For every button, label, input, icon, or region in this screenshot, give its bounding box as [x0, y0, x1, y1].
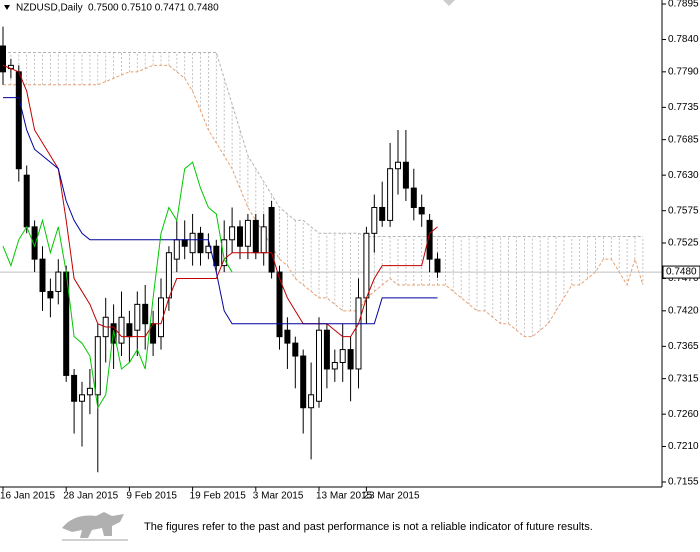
- candle-body: [71, 374, 78, 402]
- candle-body: [387, 168, 394, 221]
- candle-body: [173, 239, 180, 260]
- y-tick-label: 0.7790: [668, 66, 699, 77]
- candle-body: [23, 174, 30, 228]
- candle-body: [434, 258, 441, 273]
- candle-body: [347, 349, 354, 370]
- candle-body: [268, 206, 275, 273]
- candle-body: [189, 232, 196, 254]
- candle-body: [237, 226, 243, 247]
- candle-body: [323, 329, 330, 370]
- indicator-line: [2, 161, 233, 410]
- candle-body: [165, 252, 172, 299]
- symbol-menu-icon: [4, 5, 10, 10]
- y-tick-label: 0.7895: [668, 0, 699, 10]
- candle-body: [379, 206, 386, 221]
- candle-body: [181, 239, 188, 247]
- y-tick-label: 0.7260: [668, 409, 699, 420]
- y-tick-label: 0.7525: [668, 238, 699, 249]
- plot-area: [0, 26, 662, 473]
- y-tick-label: 0.7685: [668, 134, 699, 145]
- y-tick-label: 0.7365: [668, 341, 699, 352]
- candle-body: [142, 303, 149, 325]
- ohlc-label: 0.7500 0.7510 0.7471 0.7480: [88, 3, 219, 14]
- current-price-label: 0.7480: [666, 267, 697, 278]
- x-tick-label: 13 Mar 2015: [316, 491, 373, 502]
- x-tick-label: 9 Feb 2015: [126, 491, 177, 502]
- candle-body: [158, 297, 164, 338]
- shift-marker: [443, 0, 455, 6]
- y-tick-label: 0.7630: [668, 170, 699, 181]
- y-tick-label: 0.7210: [668, 441, 699, 452]
- cloud-span: [3, 64, 644, 338]
- logo: [62, 512, 128, 541]
- y-tick-label: 0.7155: [668, 477, 699, 488]
- candle-body: [426, 219, 433, 260]
- indicator-line: [3, 97, 438, 325]
- candle-body: [418, 206, 425, 215]
- candle-body: [316, 329, 322, 402]
- candle-body: [118, 316, 125, 344]
- x-tick-label: 19 Feb 2015: [190, 491, 247, 502]
- candle-body: [284, 329, 291, 344]
- y-tick-label: 0.7735: [668, 102, 699, 113]
- x-tick-label: 16 Jan 2015: [0, 491, 55, 502]
- disclaimer: The figures refer to the past and past p…: [144, 521, 593, 533]
- candle-body: [39, 258, 46, 292]
- current-price-box: [662, 265, 700, 279]
- candle-body: [276, 271, 283, 338]
- x-tick-label: 23 Mar 2015: [363, 491, 420, 502]
- cloud-span: [3, 51, 643, 238]
- candle-body: [213, 245, 220, 267]
- candle-body: [31, 226, 38, 260]
- candle-body: [339, 349, 346, 364]
- candle-body: [86, 387, 93, 396]
- candle-body: [395, 161, 401, 170]
- y-tick-label: 0.7840: [668, 34, 699, 45]
- y-tick-label: 0.7470: [668, 273, 699, 284]
- candle-body: [229, 226, 236, 241]
- candle-body: [410, 187, 417, 208]
- y-tick-label: 0.7315: [668, 373, 699, 384]
- candle-body: [260, 226, 267, 254]
- x-tick-label: 3 Mar 2015: [253, 491, 304, 502]
- candle-body: [197, 232, 204, 254]
- indicator-line: [2, 64, 438, 338]
- candle-body: [79, 394, 85, 402]
- chart-title: NZDUSD,Daily: [16, 3, 83, 14]
- candle-body: [94, 336, 101, 396]
- candle-body: [300, 355, 307, 409]
- candle-body: [331, 362, 338, 370]
- candle-body: [134, 303, 141, 331]
- candle-body: [55, 271, 62, 292]
- x-tick-label: 28 Jan 2015: [63, 491, 118, 502]
- candle-body: [47, 290, 54, 299]
- candle-body: [363, 232, 370, 299]
- candle-body: [355, 297, 362, 370]
- candle-body: [308, 394, 315, 409]
- candle-body: [292, 342, 299, 357]
- candle-body: [15, 71, 22, 170]
- candle-body: [126, 323, 133, 338]
- candle-body: [244, 219, 251, 247]
- candle-body: [252, 219, 259, 254]
- candle-body: [221, 239, 228, 267]
- y-tick-label: 0.7575: [668, 205, 699, 216]
- y-tick-label: 0.7420: [668, 305, 699, 316]
- candle-body: [371, 206, 378, 234]
- candle-body: [0, 45, 6, 73]
- candle-body: [402, 161, 409, 189]
